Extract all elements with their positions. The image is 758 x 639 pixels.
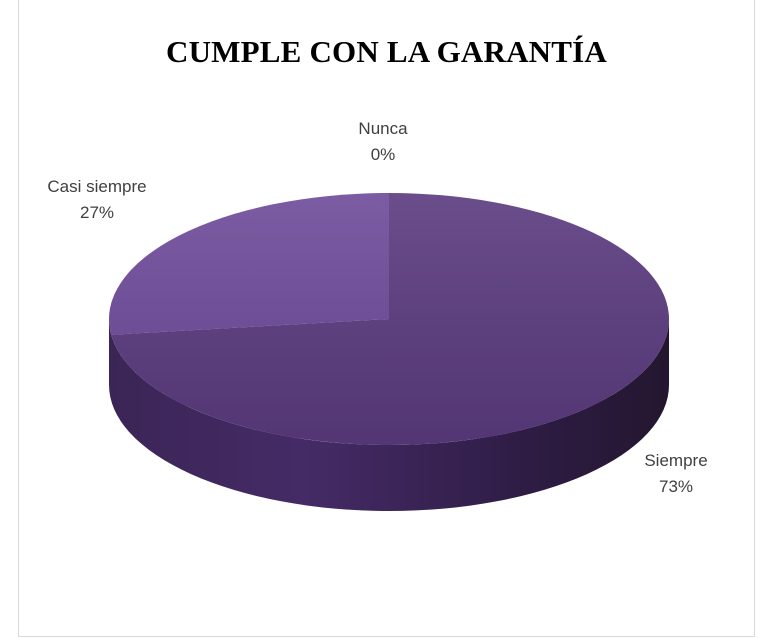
pie-top-shading — [109, 193, 669, 445]
pie-side-wall — [109, 319, 669, 511]
pie-slices — [108, 193, 669, 511]
data-label-nunca-name: Nunca — [358, 119, 408, 138]
data-labels: Siempre 73% Casi siempre 27% Nunca 0% — [47, 119, 707, 496]
data-label-casi-siempre-name: Casi siempre — [47, 177, 146, 196]
data-label-nunca-percent: 0% — [371, 145, 396, 164]
data-label-siempre-name: Siempre — [644, 451, 707, 470]
chart-title: CUMPLE CON LA GARANTÍA — [165, 34, 607, 69]
data-label-siempre-percent: 73% — [659, 477, 693, 496]
data-label-casi-siempre-percent: 27% — [80, 203, 114, 222]
